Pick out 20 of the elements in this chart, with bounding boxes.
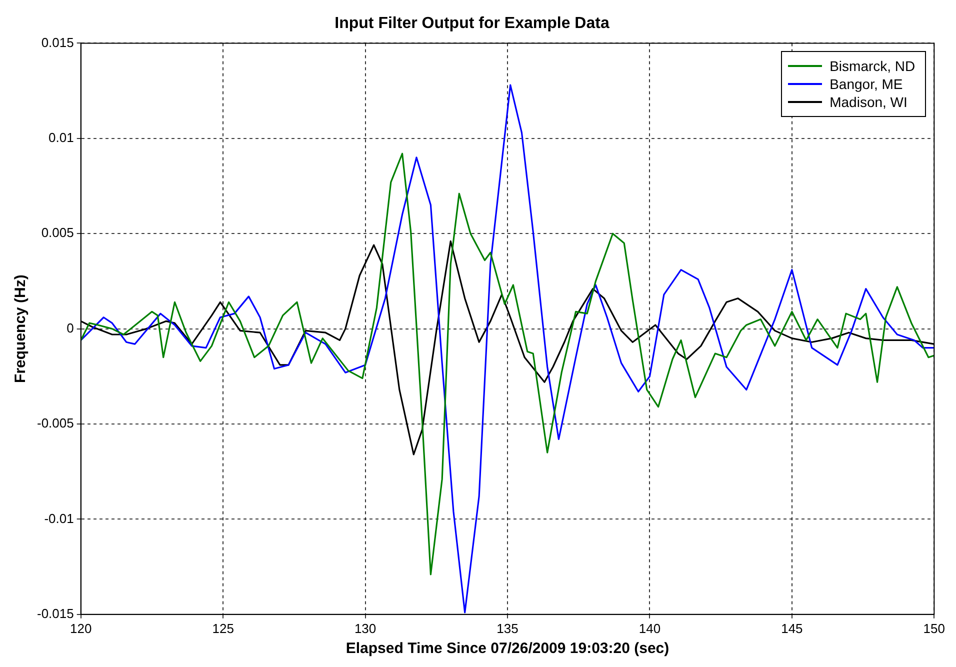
legend-label: Madison, WI [830, 94, 908, 110]
y-tick-label: -0.01 [44, 510, 74, 526]
y-tick-label: 0 [66, 320, 74, 336]
y-tick-label: 0.01 [48, 130, 74, 145]
x-tick-label: 145 [781, 620, 803, 636]
legend-label: Bangor, ME [830, 76, 903, 92]
legend-label: Bismarck, ND [830, 58, 916, 74]
x-tick-label: 130 [354, 620, 376, 636]
y-tick-label: -0.005 [36, 416, 74, 431]
x-axis-title: Elapsed Time Since 07/26/2009 19:03:20 (sec) [346, 640, 670, 658]
x-tick-label: 140 [638, 620, 661, 636]
y-tick-label: 0.015 [41, 34, 74, 50]
y-tick-label: -0.015 [36, 606, 74, 621]
x-tick-label: 135 [496, 620, 518, 636]
y-axis-title: Frequency (Hz) [12, 274, 30, 383]
x-tick-label: 125 [212, 620, 234, 636]
x-tick-label: 120 [70, 620, 92, 636]
chart-title: Input Filter Output for Example Data [334, 15, 610, 32]
y-tick-label: 0.005 [41, 225, 74, 240]
x-tick-label: 150 [923, 620, 946, 636]
